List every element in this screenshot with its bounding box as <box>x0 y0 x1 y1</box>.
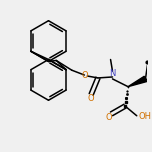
Text: O: O <box>88 94 95 103</box>
Text: OH: OH <box>139 112 152 121</box>
Text: O: O <box>105 113 112 122</box>
Polygon shape <box>128 76 147 87</box>
Text: O: O <box>81 71 88 79</box>
Text: N: N <box>109 69 116 78</box>
